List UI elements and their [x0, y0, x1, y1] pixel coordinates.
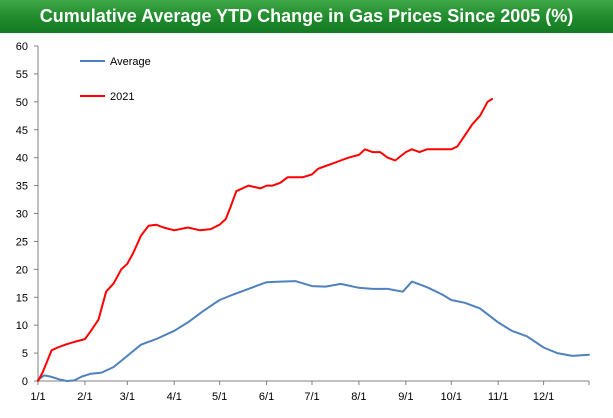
y-tick-label: 50: [16, 97, 28, 109]
y-tick-label: 10: [16, 320, 28, 332]
y-tick-label: 40: [16, 153, 28, 165]
y-tick-label: 5: [22, 348, 28, 360]
x-tick-label: 11/1: [488, 391, 509, 403]
x-tick-label: 8/1: [351, 391, 366, 403]
x-tick-label: 4/1: [167, 391, 182, 403]
x-tick-label: 6/1: [259, 391, 274, 403]
chart-title: Cumulative Average YTD Change in Gas Pri…: [0, 0, 613, 33]
legend-label: Average: [110, 56, 151, 68]
series-line-average: [37, 280, 590, 382]
y-tick-label: 60: [16, 41, 28, 53]
y-tick-label: 20: [16, 264, 28, 276]
x-tick-label: 9/1: [398, 391, 413, 403]
y-tick-label: 15: [16, 292, 28, 304]
legend-item: 2021: [80, 91, 134, 103]
y-tick-label: 30: [16, 209, 28, 221]
series-line-2021: [37, 98, 494, 382]
series-group: [37, 98, 590, 382]
legend-label: 2021: [110, 91, 134, 103]
y-tick-label: 45: [16, 125, 28, 137]
y-tick-label: 35: [16, 181, 28, 193]
x-tick-label: 12/1: [533, 391, 554, 403]
y-tick-label: 55: [16, 69, 28, 81]
line-chart: 0 5 10 15 20 25 30 35 40 45 50 55 60 1/1 2/1 3/1 4/1 5/1 6…: [16, 41, 590, 403]
x-tick-label: 1/1: [30, 391, 45, 403]
y-tick-label: 0: [22, 376, 28, 388]
legend-item: Average: [80, 56, 151, 68]
x-tick-label: 5/1: [212, 391, 227, 403]
x-tick-label: 7/1: [304, 391, 319, 403]
axes: 0 5 10 15 20 25 30 35 40 45 50 55 60 1/1 2/1 3/1 4/1 5/1 6…: [16, 41, 590, 403]
chart-area: 0 5 10 15 20 25 30 35 40 45 50 55 60 1/1 2/1 3/1 4/1 5/1 6…: [0, 33, 613, 413]
x-tick-label: 10/1: [441, 391, 462, 403]
legend: Average 2021: [80, 56, 151, 103]
x-tick-label: 3/1: [120, 391, 135, 403]
x-tick-label: 2/1: [77, 391, 92, 403]
y-tick-label: 25: [16, 236, 28, 248]
